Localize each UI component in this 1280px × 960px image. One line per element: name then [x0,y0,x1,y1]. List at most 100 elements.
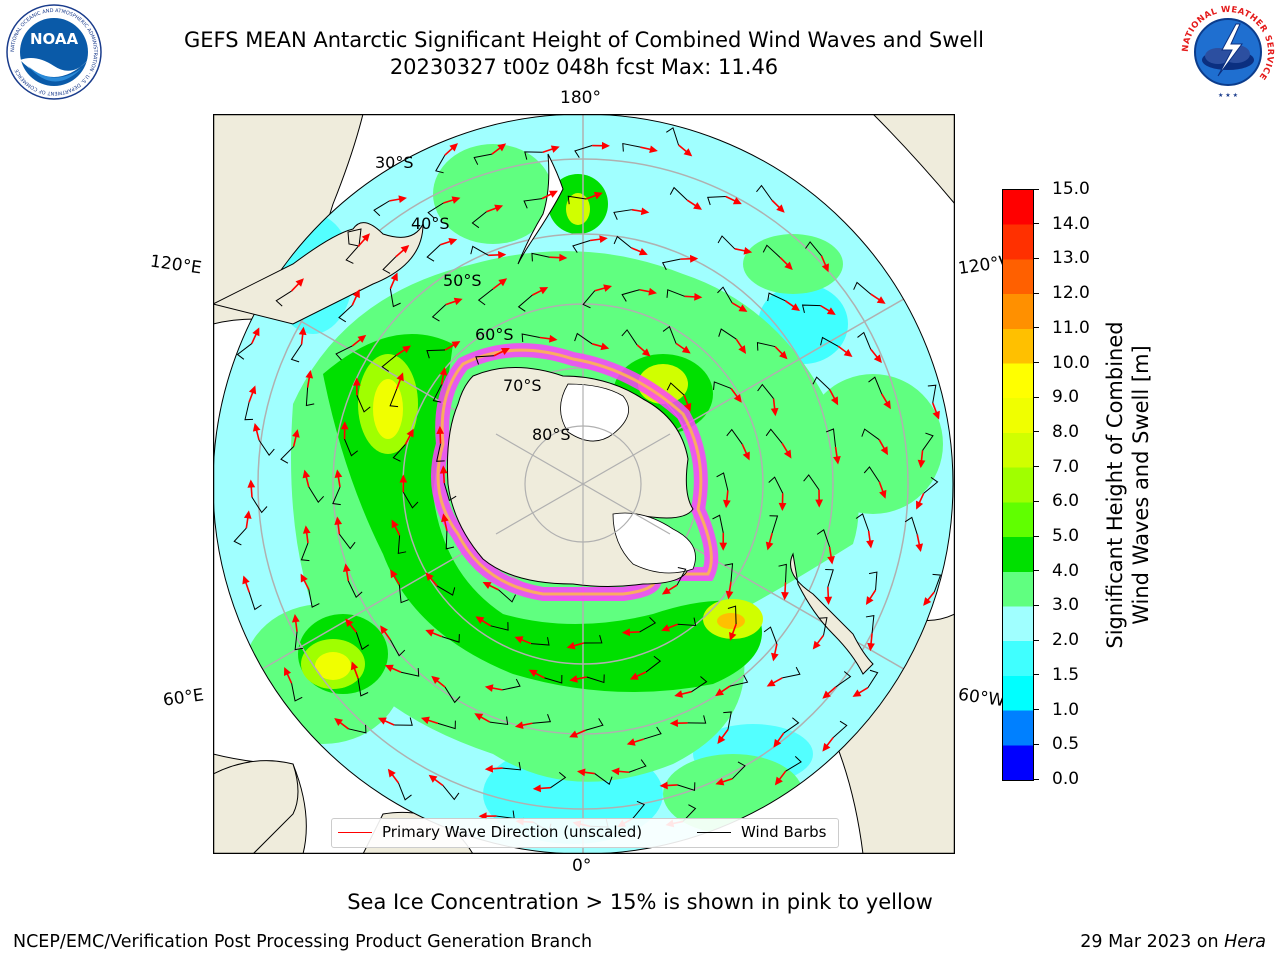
colorbar-tick: 12.0 [1033,283,1090,303]
wave-arrow-head [738,345,747,354]
wind-barb [712,514,724,534]
lon-label-60e: 60°E [161,685,206,711]
colorbar-tick: 10.0 [1033,353,1090,373]
wave-arrow-head [577,768,586,777]
colorbar-tick: 14.0 [1033,214,1090,234]
wave-arrow-head [352,377,361,386]
wind-barb [803,474,820,491]
wave-arrow-head [431,675,440,684]
wind-barb [347,580,363,599]
wave-arrow-head [784,261,793,271]
wind-barb [436,443,445,462]
wind-barb [767,292,786,302]
wave-arrow-head [866,540,874,549]
wind-barb [550,771,567,789]
wind-barb [436,585,456,596]
wind-barb [344,438,359,457]
legend-item-barb: Wind Barbs [697,823,826,841]
wave-arrow-head [638,248,648,256]
colorbar-tick: 4.0 [1033,561,1079,581]
wave-arrow-head [345,618,354,628]
wave-arrow-head [765,541,774,551]
wave-arrow-head [451,196,461,204]
colorbar-tick: 11.0 [1033,318,1090,338]
wind-barb [477,288,494,306]
wind-barb [574,332,593,345]
wave-arrow-head [873,354,882,364]
wind-barb [531,637,550,646]
wind-barb [338,533,356,550]
wind-barb [441,634,460,643]
wind-barb [666,382,685,396]
wave-arrow-head [915,543,924,553]
wind-barb [825,428,837,447]
wind-barb [853,281,872,295]
legend-barb-swatch [697,831,731,833]
wave-arrow-head [291,614,300,623]
wave-arrow-head [865,596,874,606]
wind-barb [868,571,878,591]
wind-barb [613,209,632,220]
wave-arrow-head [550,145,560,153]
colorbar-tick: 2.0 [1033,630,1079,650]
wave-arrow-head [549,334,558,343]
wind-barb [400,668,420,677]
wind-barb [639,616,657,633]
wave-arrow-head [475,616,485,624]
wave-arrow-head [815,499,824,508]
wave-arrow-head [715,778,725,786]
wind-barb [502,761,522,771]
lon-label-180: 180° [560,88,601,108]
wave-arrow-head [766,679,776,687]
wind-barb [435,154,446,174]
wind-barb [345,246,359,264]
wave-arrow-head [599,235,608,244]
wind-barb [785,756,802,772]
wind-barb [717,286,733,304]
wave-arrow-head [852,689,862,697]
wave-arrow-head [448,238,458,246]
noaa-logo: NOAA NATIONAL OCEANIC AND ATMOSPHERIC AD… [6,4,102,100]
wind-barb [275,290,292,307]
wave-arrow-head [773,738,782,748]
wind-barb [280,446,295,464]
wave-arrow-head [822,742,831,752]
wave-arrow-head [600,342,610,351]
wind-barb [389,639,406,657]
wind-barb [825,569,834,588]
sea-ice-note: Sea Ice Concentration > 15% is shown in … [347,890,933,914]
wind-barb [524,151,543,160]
wind-barb [426,349,445,359]
wave-arrow-head [399,474,408,483]
wave-arrow-head [923,597,932,606]
wave-arrow-head [436,425,445,435]
wave-arrow-head [514,721,524,729]
wind-barb [426,244,441,262]
wave-arrow-head [683,402,692,412]
wave-arrow-head [743,246,753,255]
wind-barb [445,530,455,550]
lat-label-60s: 60°S [475,325,514,344]
wave-arrow-head [453,297,463,306]
wave-arrow-head [451,341,461,349]
wind-barb [713,381,732,390]
wind-barb [820,336,839,347]
wind-barb [233,527,247,546]
wave-arrow-head [439,465,448,474]
wave-arrow-head [247,479,256,488]
wave-arrow-head [781,591,789,601]
wind-barb [490,622,509,631]
noaa-logo-text: NOAA [30,30,79,48]
wave-arrow-head [252,327,260,337]
wind-barb [356,395,371,413]
wind-barb [727,605,737,625]
wave-arrow-head [681,345,691,354]
wind-barb [258,439,275,456]
wave-arrow-head [770,407,779,417]
wind-barb [757,383,774,399]
wind-barb [865,614,875,634]
colorbar-ticks: 15.0 14.0 13.0 12.0 11.0 10.0 9.0 8.0 7.0 6.0 5.0 4… [1033,179,1093,789]
wind-barb [723,711,732,730]
wave-arrow-head [302,469,311,479]
wind-barb [867,669,879,689]
